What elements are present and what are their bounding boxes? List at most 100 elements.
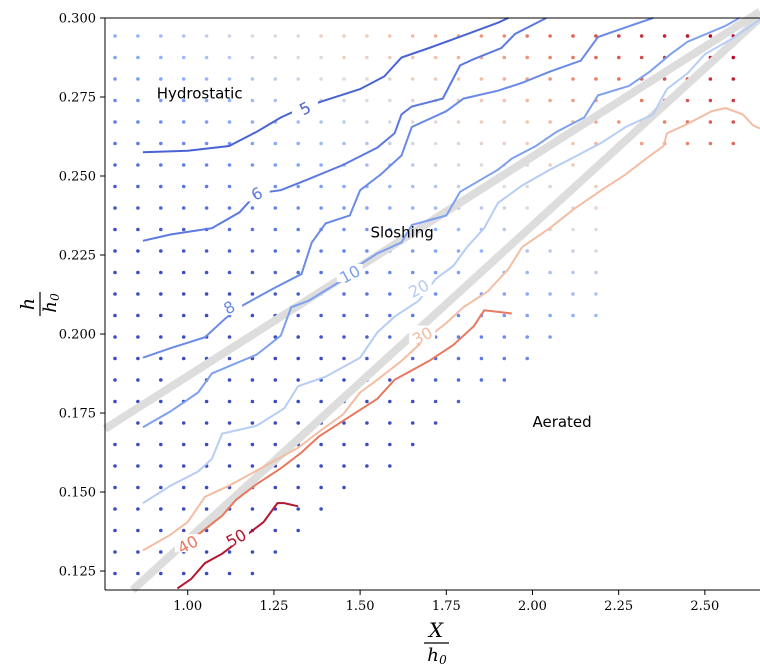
data-point — [571, 227, 575, 232]
data-point — [433, 55, 438, 60]
data-point — [525, 55, 529, 60]
data-point — [548, 98, 552, 103]
data-point — [181, 442, 186, 447]
data-point — [594, 292, 598, 296]
data-point — [250, 55, 255, 60]
data-point — [548, 34, 552, 38]
data-point — [159, 550, 163, 554]
data-point — [571, 55, 575, 60]
data-point — [113, 292, 117, 296]
data-point — [365, 464, 369, 468]
data-point — [181, 34, 186, 38]
data-point — [479, 34, 484, 38]
data-point — [204, 571, 209, 576]
data-point — [136, 163, 140, 167]
data-point — [433, 184, 438, 189]
data-point — [136, 77, 140, 81]
data-point — [204, 141, 209, 146]
y-tick-label: 0.125 — [59, 565, 96, 580]
data-point — [136, 270, 140, 275]
data-point — [159, 206, 163, 210]
data-point — [273, 34, 278, 38]
data-point — [319, 356, 323, 361]
data-point — [113, 227, 117, 232]
data-point — [502, 313, 507, 318]
data-point — [273, 184, 278, 189]
data-point — [273, 399, 278, 404]
data-point — [159, 313, 163, 318]
data-point — [433, 292, 438, 296]
data-point — [342, 313, 346, 318]
data-point — [319, 464, 323, 468]
data-point — [227, 184, 232, 189]
data-point — [410, 34, 415, 38]
data-point — [136, 206, 140, 210]
data-point — [250, 77, 255, 81]
data-point — [525, 206, 529, 210]
data-point — [662, 34, 667, 38]
data-point — [296, 249, 301, 253]
y-tick-label: 0.200 — [59, 328, 96, 343]
data-point — [342, 206, 346, 210]
x-tick-label: 1.25 — [259, 599, 288, 614]
data-point — [502, 335, 507, 339]
data-point — [159, 335, 163, 339]
data-point — [250, 421, 255, 425]
data-point — [342, 464, 346, 468]
data-point — [365, 34, 369, 38]
data-point — [181, 184, 186, 189]
data-point — [410, 120, 415, 124]
data-point — [456, 141, 461, 146]
data-point — [708, 120, 713, 124]
data-point — [296, 141, 301, 146]
data-point — [296, 55, 301, 60]
data-point — [181, 120, 186, 124]
data-point — [136, 227, 140, 232]
data-point — [525, 313, 529, 318]
data-point — [594, 206, 598, 210]
data-point — [296, 335, 301, 339]
data-point — [227, 378, 232, 382]
data-point — [548, 120, 552, 124]
data-point — [181, 249, 186, 253]
data-point — [617, 55, 621, 60]
data-point — [365, 356, 369, 361]
x-tick-label: 1.75 — [432, 599, 461, 614]
contour-line-20 — [142, 18, 760, 504]
data-point — [113, 485, 117, 490]
data-point — [136, 184, 140, 189]
data-point — [456, 356, 461, 361]
data-point — [319, 313, 323, 318]
data-point — [136, 292, 140, 296]
data-point — [571, 313, 575, 318]
data-point — [181, 227, 186, 232]
data-point — [708, 141, 713, 146]
data-point — [319, 163, 323, 167]
data-point — [410, 442, 415, 447]
data-point — [502, 184, 507, 189]
data-point — [342, 335, 346, 339]
data-point — [594, 77, 598, 81]
data-point — [525, 184, 529, 189]
data-point — [227, 442, 232, 447]
data-point — [388, 313, 392, 318]
data-point — [227, 270, 232, 275]
data-point — [113, 120, 117, 124]
data-point — [342, 34, 346, 38]
data-point — [479, 356, 484, 361]
data-point — [273, 249, 278, 253]
data-point — [319, 399, 323, 404]
data-point — [136, 313, 140, 318]
contour-line-30 — [142, 107, 760, 552]
data-point — [342, 442, 346, 447]
data-point — [250, 163, 255, 167]
data-point — [731, 141, 736, 146]
data-point — [113, 356, 117, 361]
data-point — [365, 335, 369, 339]
data-point — [319, 270, 323, 275]
data-point — [159, 464, 163, 468]
data-point — [113, 270, 117, 275]
data-point — [525, 270, 529, 275]
